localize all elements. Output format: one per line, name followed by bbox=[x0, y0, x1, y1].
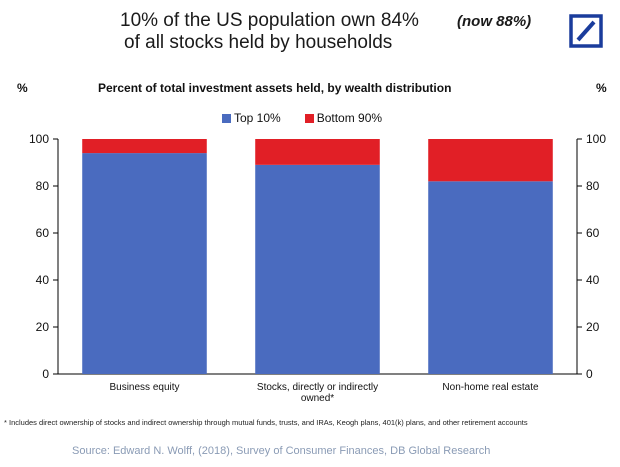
bar-bottom90 bbox=[428, 139, 553, 182]
source-citation: Source: Edward N. Wolff, (2018), Survey … bbox=[72, 445, 491, 457]
legend-swatch-bottom90 bbox=[304, 113, 314, 123]
x-tick-label: Stocks, directly or indirectly bbox=[257, 382, 378, 393]
bar-top10 bbox=[428, 181, 553, 374]
headline-note: (now 88%) bbox=[457, 13, 532, 30]
legend-label-bottom90: Bottom 90% bbox=[316, 111, 383, 125]
chart-title: Percent of total investment assets held,… bbox=[98, 81, 452, 95]
x-tick-label: owned* bbox=[301, 393, 334, 404]
y-tick-label-left: 100 bbox=[29, 132, 49, 146]
y-tick-label-right: 60 bbox=[586, 226, 600, 240]
y-tick-label-right: 40 bbox=[586, 273, 600, 287]
y-tick-label-right: 80 bbox=[586, 179, 600, 193]
legend-item-top10: Top 10% bbox=[222, 111, 281, 125]
legend-label-top10: Top 10% bbox=[234, 111, 281, 125]
chart-legend: Top 10% Bottom 90% bbox=[222, 111, 382, 125]
y-tick-label-left: 0 bbox=[42, 367, 49, 381]
headline-line1: 10% of the US population own 84% bbox=[120, 10, 419, 31]
legend-item-bottom90: Bottom 90% bbox=[304, 111, 383, 125]
footnote: * Includes direct ownership of stocks an… bbox=[4, 418, 528, 427]
legend-swatch-top10 bbox=[222, 113, 231, 123]
deutsche-bank-logo bbox=[569, 14, 603, 48]
bar-bottom90 bbox=[255, 139, 380, 165]
y-tick-label-left: 20 bbox=[36, 320, 50, 334]
y-tick-label-left: 60 bbox=[36, 226, 50, 240]
y-tick-label-left: 80 bbox=[36, 179, 50, 193]
headline-line2: of all stocks held by households bbox=[124, 32, 393, 53]
y-axis-unit-left: % bbox=[17, 81, 28, 95]
y-tick-label-right: 20 bbox=[586, 320, 600, 334]
y-axis-unit-right: % bbox=[596, 81, 607, 95]
bar-top10 bbox=[255, 164, 380, 374]
bar-top10 bbox=[82, 153, 207, 374]
y-tick-label-right: 0 bbox=[586, 367, 593, 381]
y-tick-label-left: 40 bbox=[36, 273, 50, 287]
x-tick-label: Non-home real estate bbox=[442, 382, 539, 393]
y-tick-label-right: 100 bbox=[586, 132, 606, 146]
bar-bottom90 bbox=[82, 139, 207, 154]
x-tick-label: Business equity bbox=[109, 382, 179, 393]
headline: 10% of the US population own 84% (now 88… bbox=[120, 10, 531, 54]
